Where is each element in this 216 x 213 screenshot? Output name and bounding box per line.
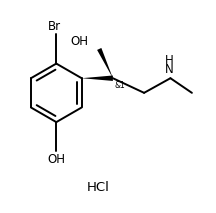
- Polygon shape: [97, 48, 113, 78]
- Text: OH: OH: [70, 35, 89, 48]
- Text: Br: Br: [48, 20, 61, 33]
- Polygon shape: [82, 75, 113, 81]
- Text: HCl: HCl: [87, 181, 110, 194]
- Text: OH: OH: [47, 153, 65, 166]
- Text: N: N: [165, 63, 174, 76]
- Text: H: H: [165, 55, 174, 68]
- Text: &1: &1: [114, 81, 125, 90]
